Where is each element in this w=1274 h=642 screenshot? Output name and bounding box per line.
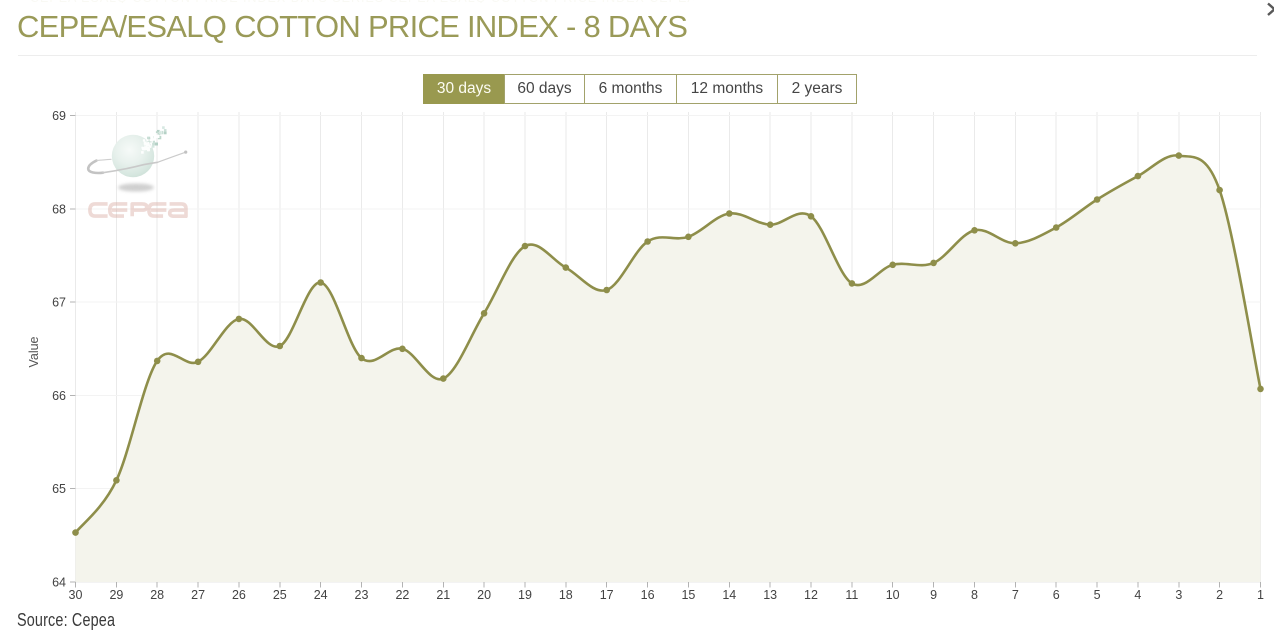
svg-text:5: 5: [1094, 588, 1101, 602]
svg-text:22: 22: [395, 588, 409, 602]
svg-text:13: 13: [763, 588, 777, 602]
svg-text:9: 9: [930, 588, 937, 602]
svg-text:66: 66: [52, 389, 66, 403]
svg-text:20: 20: [477, 588, 491, 602]
svg-text:28: 28: [150, 588, 164, 602]
svg-text:23: 23: [355, 588, 369, 602]
svg-text:11: 11: [845, 588, 858, 602]
svg-text:68: 68: [52, 202, 66, 216]
svg-text:26: 26: [232, 588, 246, 602]
svg-text:27: 27: [191, 588, 205, 602]
svg-text:16: 16: [641, 588, 655, 602]
svg-text:69: 69: [52, 109, 66, 123]
svg-text:7: 7: [1012, 588, 1019, 602]
svg-text:30: 30: [69, 588, 83, 602]
svg-text:15: 15: [681, 588, 695, 602]
svg-text:17: 17: [600, 588, 614, 602]
svg-text:64: 64: [52, 576, 66, 590]
svg-text:18: 18: [559, 588, 573, 602]
svg-text:25: 25: [273, 588, 287, 602]
svg-text:3: 3: [1175, 588, 1182, 602]
svg-text:65: 65: [52, 482, 66, 496]
svg-text:24: 24: [314, 588, 328, 602]
svg-text:8: 8: [971, 588, 978, 602]
svg-text:2: 2: [1216, 588, 1223, 602]
svg-text:10: 10: [886, 588, 900, 602]
svg-text:21: 21: [436, 588, 450, 602]
svg-text:1: 1: [1257, 588, 1264, 602]
svg-text:19: 19: [518, 588, 532, 602]
svg-text:Value: Value: [27, 336, 41, 367]
svg-text:67: 67: [52, 296, 66, 310]
svg-text:14: 14: [722, 588, 736, 602]
svg-text:12: 12: [804, 588, 818, 602]
svg-text:4: 4: [1134, 588, 1141, 602]
svg-text:6: 6: [1053, 588, 1060, 602]
svg-text:29: 29: [109, 588, 123, 602]
